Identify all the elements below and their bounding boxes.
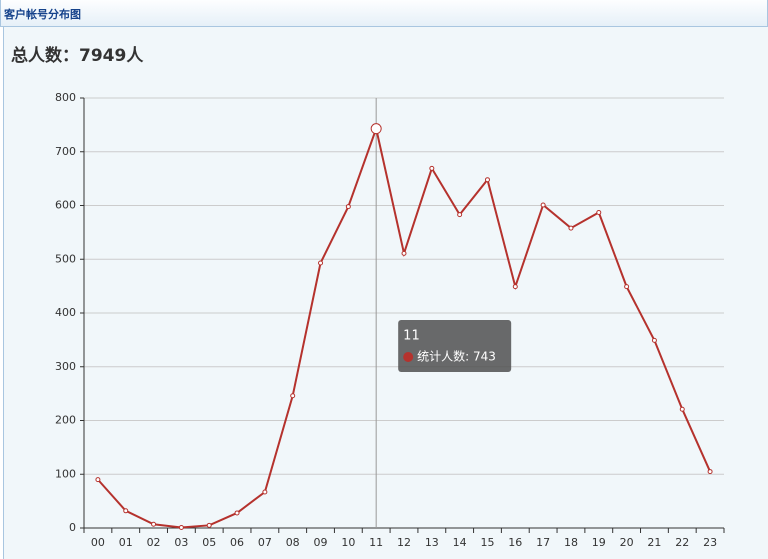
x-tick-label: 12 xyxy=(397,536,411,549)
point xyxy=(651,337,657,343)
point xyxy=(370,123,382,135)
x-tick-label: 00 xyxy=(91,536,105,549)
x-tick-label: 10 xyxy=(341,536,355,549)
x-tick-label: 15 xyxy=(480,536,494,549)
x-tick-label: 06 xyxy=(230,536,244,549)
point xyxy=(568,225,574,231)
y-tick-label: 800 xyxy=(55,91,76,104)
point xyxy=(512,284,518,290)
x-tick-label: 07 xyxy=(258,536,272,549)
point xyxy=(540,202,546,208)
header-title: 客户帐号分布图 xyxy=(4,8,81,21)
x-tick-label: 17 xyxy=(536,536,550,549)
x-tick-label: 02 xyxy=(147,536,161,549)
y-tick-label: 600 xyxy=(55,199,76,212)
x-tick-label: 03 xyxy=(174,536,188,549)
x-tick-label: 19 xyxy=(592,536,606,549)
point xyxy=(123,508,129,514)
y-tick-label: 100 xyxy=(55,467,76,480)
x-tick-label: 13 xyxy=(425,536,439,549)
x-tick-label: 21 xyxy=(647,536,661,549)
point xyxy=(178,524,184,530)
x-tick-label: 14 xyxy=(453,536,467,549)
point xyxy=(457,212,463,218)
point xyxy=(707,469,713,475)
point xyxy=(151,521,157,527)
point xyxy=(401,250,407,256)
x-tick-label: 08 xyxy=(286,536,300,549)
x-tick-label: 05 xyxy=(202,536,216,549)
y-tick-label: 400 xyxy=(55,306,76,319)
x-tick-label: 18 xyxy=(564,536,578,549)
panel: 总人数：7949人 xyxy=(3,27,768,559)
y-tick-label: 0 xyxy=(69,521,76,534)
y-tick-label: 500 xyxy=(55,252,76,265)
point xyxy=(624,284,630,290)
x-tick-label: 22 xyxy=(675,536,689,549)
chart-title: 总人数：7949人 xyxy=(11,46,144,66)
x-tick-label: 11 xyxy=(369,536,383,549)
tooltip xyxy=(398,320,512,372)
point xyxy=(262,489,268,495)
y-tick-label: 300 xyxy=(55,360,76,373)
tooltip-text: 统计人数: 743 xyxy=(417,349,496,364)
point xyxy=(345,204,351,210)
point xyxy=(290,393,296,399)
x-tick-label: 20 xyxy=(620,536,634,549)
x-tick-label: 16 xyxy=(508,536,522,549)
tooltip-dot xyxy=(403,352,414,362)
point xyxy=(596,209,602,215)
point xyxy=(484,177,490,183)
point xyxy=(679,406,685,412)
tooltip-title: 11 xyxy=(403,329,420,344)
x-tick-label: 23 xyxy=(703,536,717,549)
point xyxy=(429,165,435,171)
y-tick-label: 200 xyxy=(55,414,76,427)
point xyxy=(206,522,212,528)
y-tick-label: 700 xyxy=(55,145,76,158)
x-tick-label: 01 xyxy=(119,536,133,549)
x-tick-label: 09 xyxy=(314,536,328,549)
point xyxy=(95,477,101,483)
point xyxy=(318,260,324,266)
point xyxy=(234,510,240,516)
header: 客户帐号分布图 xyxy=(0,0,768,27)
